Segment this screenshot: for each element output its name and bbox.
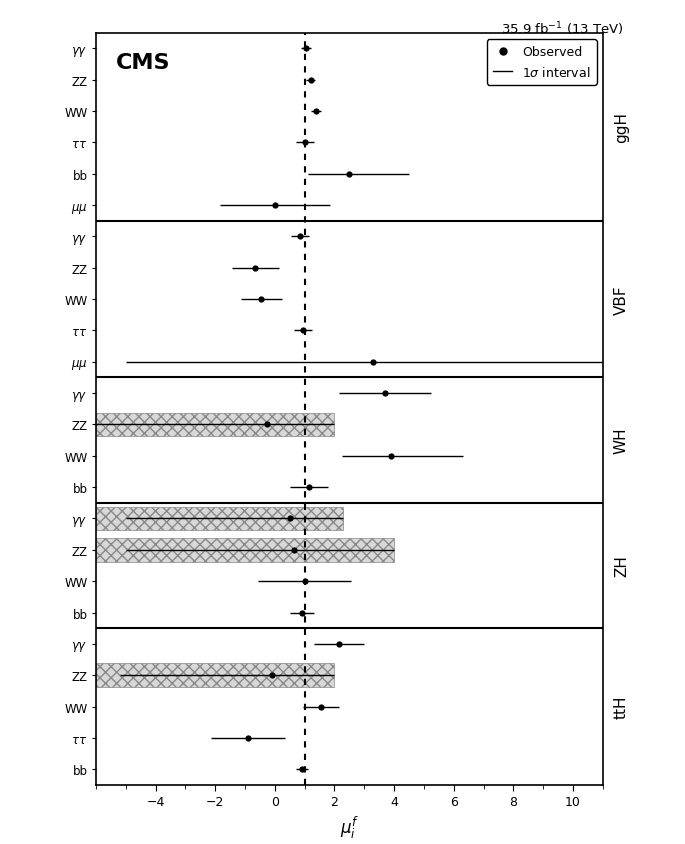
Text: 35.9 fb$^{-1}$ (13 TeV): 35.9 fb$^{-1}$ (13 TeV) <box>501 20 623 38</box>
Text: CMS: CMS <box>116 52 171 73</box>
Bar <box>96 507 343 531</box>
X-axis label: $\mu_i^f$: $\mu_i^f$ <box>340 814 359 840</box>
Bar <box>96 413 334 437</box>
Bar <box>96 663 334 687</box>
Legend: Observed, $1\sigma$ interval: Observed, $1\sigma$ interval <box>487 40 597 86</box>
Bar <box>96 538 394 562</box>
